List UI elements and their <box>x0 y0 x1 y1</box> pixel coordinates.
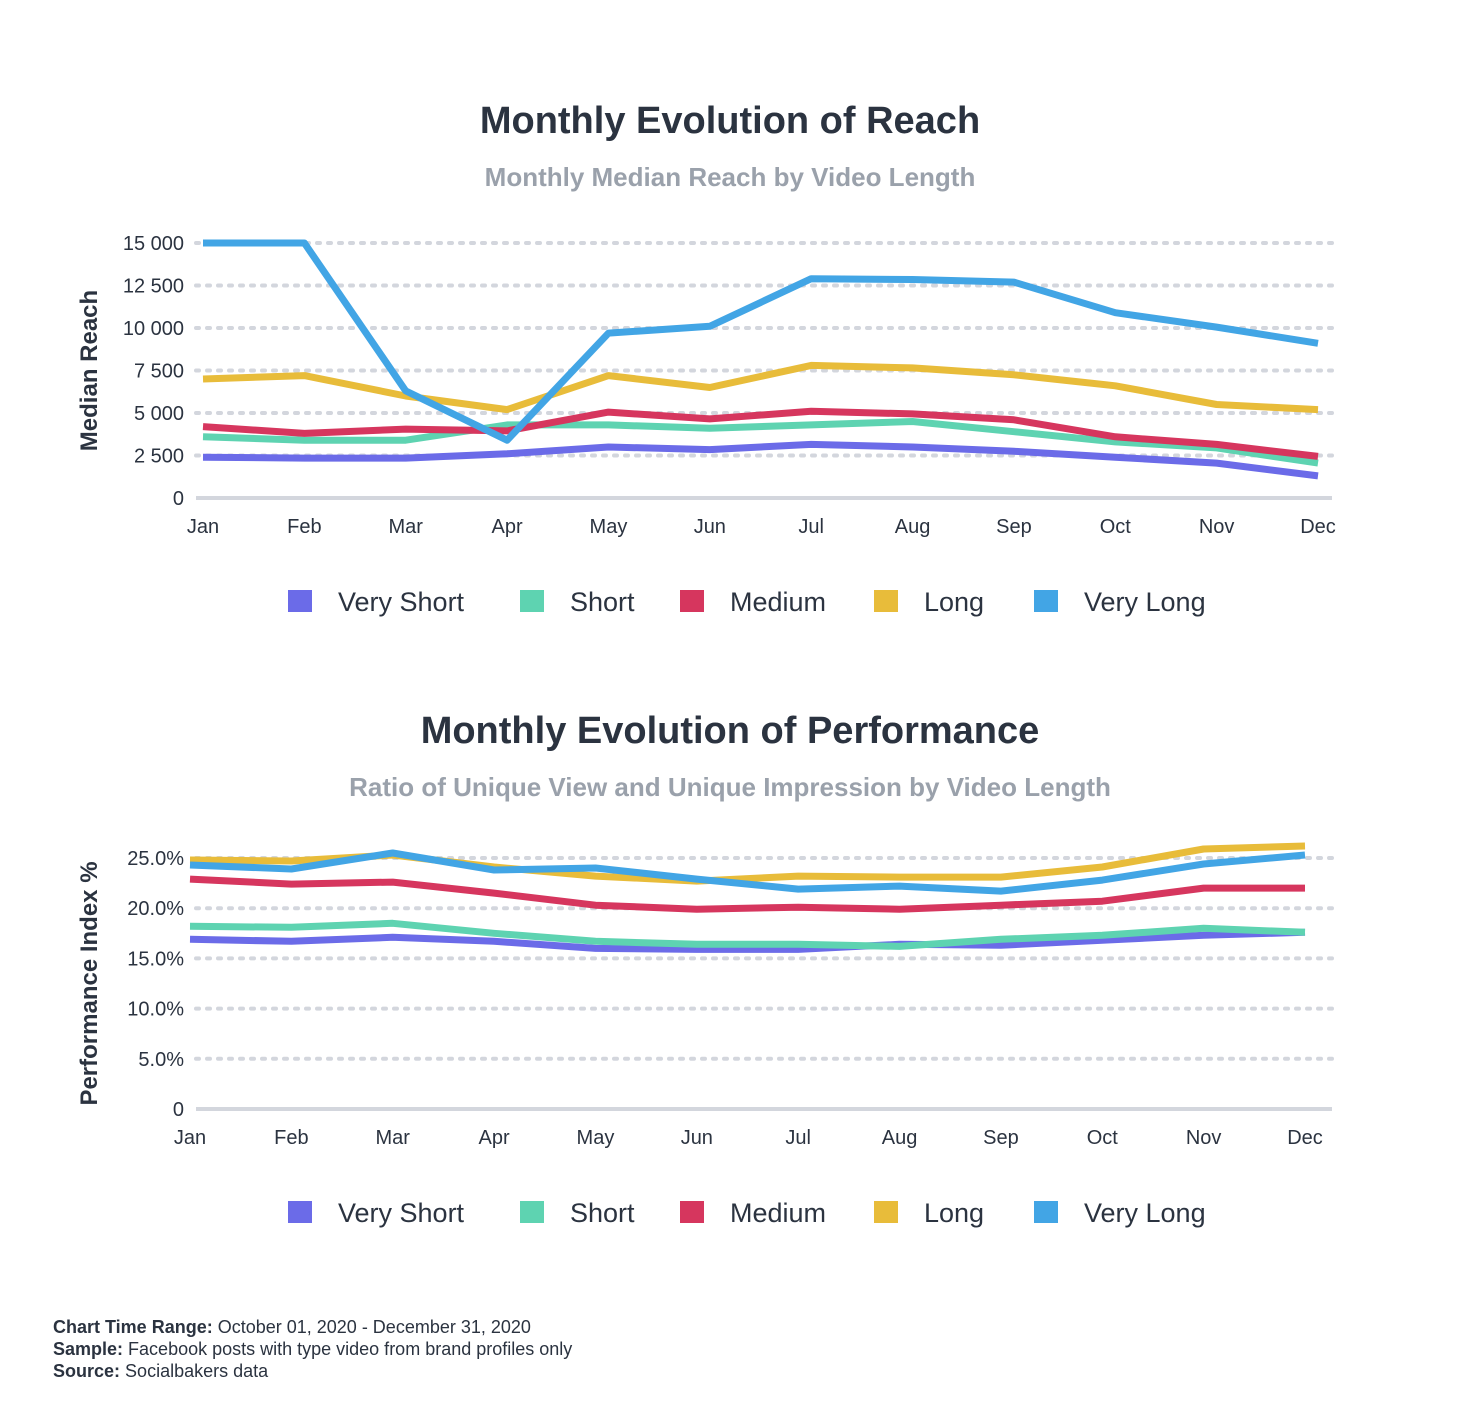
series-line-very-short <box>202 440 1319 480</box>
y-tick-label: 12 500 <box>123 276 184 298</box>
legend-label-very-short: Very Short <box>338 587 465 617</box>
x-tick-label: Jan <box>174 1127 206 1149</box>
y-tick-label: 15 000 <box>123 233 184 255</box>
x-tick-label: Feb <box>274 1127 308 1149</box>
sample-line: Sample: Facebook posts with type video f… <box>53 1338 572 1360</box>
series-line-medium <box>189 875 1305 913</box>
series-line-medium <box>202 407 1319 460</box>
y-tick-label: 7 500 <box>134 361 184 383</box>
legend-swatch-long <box>874 590 898 612</box>
x-tick-label: Sep <box>996 516 1032 538</box>
series-line-long <box>202 361 1319 414</box>
legend-label-very-long: Very Long <box>1084 1198 1206 1228</box>
x-tick-label: Dec <box>1300 516 1336 538</box>
legend-swatch-very-short <box>288 1201 312 1223</box>
y-tick-label: 0 <box>173 1099 184 1121</box>
legend-label-very-long: Very Long <box>1084 587 1206 617</box>
time-range-line: Chart Time Range: October 01, 2020 - Dec… <box>53 1316 572 1338</box>
x-tick-label: Aug <box>895 516 931 538</box>
x-tick-label: Jun <box>681 1127 713 1149</box>
x-tick-label: Oct <box>1100 516 1132 538</box>
series-line-very-long <box>203 239 1319 444</box>
legend-swatch-very-long <box>1034 590 1058 612</box>
x-tick-label: Jul <box>785 1127 811 1149</box>
y-tick-label: 5.0% <box>138 1049 184 1071</box>
x-tick-label: Nov <box>1199 516 1235 538</box>
y-tick-label: 5 000 <box>134 403 184 425</box>
legend-swatch-very-long <box>1034 1201 1058 1223</box>
legend-swatch-medium <box>680 590 704 612</box>
legend-label-medium: Medium <box>730 587 826 617</box>
series-line-very-short <box>189 928 1306 953</box>
x-tick-label: Aug <box>882 1127 918 1149</box>
chart-title: Monthly Evolution of Reach <box>479 100 981 142</box>
chart-subtitle: Monthly Median Reach by Video Length <box>484 162 976 192</box>
y-tick-label: 15.0% <box>127 948 184 970</box>
x-tick-label: May <box>577 1127 615 1149</box>
x-tick-label: Oct <box>1087 1127 1119 1149</box>
legend-swatch-long <box>874 1201 898 1223</box>
y-tick-label: 2 500 <box>134 446 184 468</box>
chart-footer: Chart Time Range: October 01, 2020 - Dec… <box>53 1316 572 1382</box>
sample-value: Facebook posts with type video from bran… <box>128 1339 573 1359</box>
chart-title: Monthly Evolution of Performance <box>420 710 1040 752</box>
x-tick-label: May <box>590 516 628 538</box>
performance-chart: Monthly Evolution of Performance Ratio o… <box>0 700 1460 1260</box>
legend-swatch-short <box>520 1201 544 1223</box>
x-tick-label: Jan <box>187 516 219 538</box>
series-line-short <box>189 919 1306 950</box>
time-range-label: Chart Time Range: <box>53 1317 213 1337</box>
series-line-very-long <box>189 849 1306 895</box>
x-tick-label: Feb <box>287 516 321 538</box>
y-tick-label: 10.0% <box>127 999 184 1021</box>
y-tick-label: 10 000 <box>123 318 184 340</box>
legend-swatch-very-short <box>288 590 312 612</box>
x-tick-label: Jun <box>694 516 726 538</box>
source-label: Source: <box>53 1361 121 1381</box>
x-tick-label: Jul <box>798 516 824 538</box>
legend-swatch-medium <box>680 1201 704 1223</box>
time-range-value: October 01, 2020 - December 31, 2020 <box>217 1317 531 1337</box>
x-tick-label: Apr <box>479 1127 510 1149</box>
x-tick-label: Dec <box>1287 1127 1323 1149</box>
source-value: Socialbakers data <box>125 1361 269 1381</box>
y-tick-label: 25.0% <box>127 848 184 870</box>
chart-subtitle: Ratio of Unique View and Unique Impressi… <box>349 772 1111 802</box>
legend-label-long: Long <box>924 587 984 617</box>
y-axis-title: Median Reach <box>76 290 103 451</box>
x-tick-label: Sep <box>983 1127 1019 1149</box>
y-axis-title: Performance Index % <box>76 861 103 1105</box>
reach-plot: 0 2 500 5 000 7 500 10 000 12 500 15 000 Median… <box>76 233 1336 617</box>
sample-label: Sample: <box>53 1339 124 1359</box>
performance-plot: 0 5.0% 10.0% 15.0% 20.0% 25.0% Performance Ind… <box>76 842 1334 1228</box>
series-line-short <box>202 418 1319 467</box>
y-tick-label: 20.0% <box>127 898 184 920</box>
legend-swatch-short <box>520 590 544 612</box>
legend-label-very-short: Very Short <box>338 1198 465 1228</box>
x-tick-label: Mar <box>376 1127 411 1149</box>
reach-chart: Monthly Evolution of Reach Monthly Media… <box>0 90 1460 650</box>
legend-label-short: Short <box>570 1198 635 1228</box>
legend-label-medium: Medium <box>730 1198 826 1228</box>
y-tick-label: 0 <box>173 488 184 510</box>
x-tick-label: Apr <box>492 516 523 538</box>
legend-label-long: Long <box>924 1198 984 1228</box>
legend-label-short: Short <box>570 587 635 617</box>
x-tick-label: Nov <box>1186 1127 1222 1149</box>
source-line: Source: Socialbakers data <box>53 1360 572 1382</box>
x-tick-label: Mar <box>389 516 424 538</box>
